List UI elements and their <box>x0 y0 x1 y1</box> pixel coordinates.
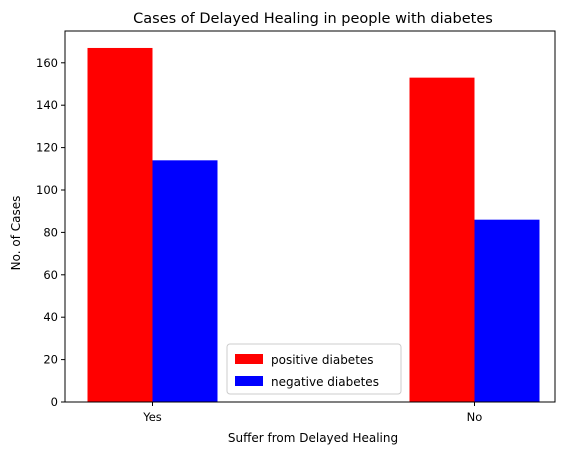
y-tick-label: 20 <box>43 353 58 367</box>
legend: positive diabetes negative diabetes <box>226 343 402 395</box>
y-axis-label: No. of Cases <box>9 196 23 271</box>
bar-1-yes <box>87 47 153 403</box>
y-tick-label: 140 <box>36 98 58 112</box>
bar-2-no <box>474 219 540 402</box>
bar-2-yes <box>152 160 218 402</box>
x-tick-label: No <box>467 410 483 424</box>
y-tick-label: 40 <box>43 310 58 324</box>
legend-swatch-1 <box>235 354 263 364</box>
y-tick-label: 60 <box>43 268 58 282</box>
legend-box <box>226 343 402 395</box>
bar-1-no <box>409 77 475 402</box>
legend-swatch-2 <box>235 376 263 386</box>
plot-area: 0 20 40 60 80 100 120 140 160 Yes No <box>36 30 556 424</box>
plot-frame <box>64 30 556 403</box>
legend-label-2: negative diabetes <box>271 375 379 389</box>
chart-title: Cases of Delayed Healing in people with … <box>133 11 493 27</box>
legend-label-1: positive diabetes <box>271 353 374 367</box>
x-tick-label: Yes <box>142 410 162 424</box>
y-tick-label: 80 <box>43 225 58 239</box>
y-tick-label: 120 <box>36 141 58 155</box>
y-tick-label: 100 <box>36 183 58 197</box>
x-axis-label: Suffer from Delayed Healing <box>228 431 398 445</box>
y-tick-label: 160 <box>36 56 58 70</box>
y-tick-label: 0 <box>51 395 58 409</box>
